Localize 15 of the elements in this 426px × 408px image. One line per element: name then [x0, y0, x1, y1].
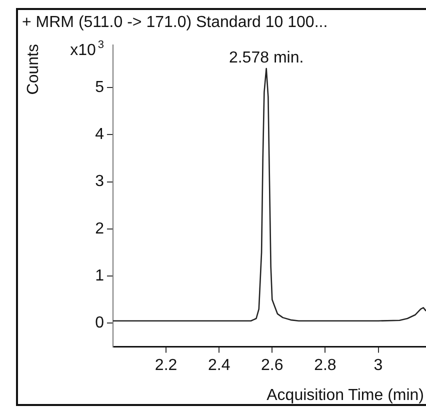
x-tick-label: 2.8 [314, 356, 336, 374]
y-tick-label: 3 [95, 173, 104, 190]
y-tick-label: 4 [95, 126, 104, 144]
y-tick-label: 0 [95, 314, 104, 332]
chart-title: + MRM (511.0 -> 171.0) Standard 10 100... [22, 14, 328, 31]
x-tick-label: 2.6 [261, 356, 284, 374]
x-tick-label: 2.2 [154, 356, 178, 374]
y-tick-label: 1 [95, 267, 104, 284]
x-tick-label: 3 [374, 356, 383, 374]
y-axis-title: Counts [25, 44, 42, 95]
y-tick-label: 5 [95, 78, 104, 96]
x-axis-title: Acquisition Time (min) [266, 387, 424, 404]
y-tick-label: 2 [95, 220, 104, 238]
x-tick-label: 2.4 [208, 356, 230, 374]
annotation: 2.578 min. [228, 50, 304, 67]
